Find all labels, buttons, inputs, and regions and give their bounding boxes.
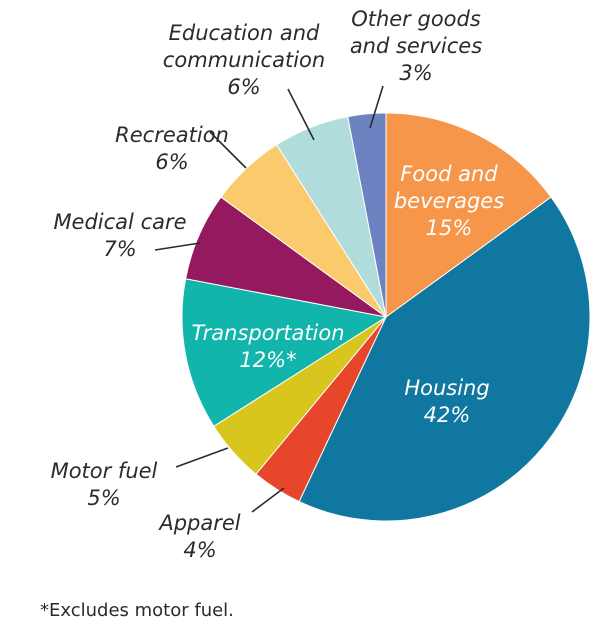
- leader-medical-care: [154, 242, 201, 251]
- slice-name: communication: [163, 48, 325, 72]
- slice-label-medical-care: Medical care 7%: [53, 210, 186, 261]
- slice-name: Education and: [169, 21, 320, 45]
- pie-slice-food-and-beverages: [385, 112, 552, 318]
- slice-name: Food and: [400, 162, 498, 186]
- slice-value: 4%: [183, 538, 216, 562]
- slice-value: 7%: [103, 237, 136, 261]
- slice-label-motor-fuel: Motor fuel 5%: [51, 459, 158, 510]
- leader-lines: [154, 85, 384, 513]
- leader-recreation: [209, 131, 247, 169]
- slice-value: 6%: [227, 75, 260, 99]
- slice-name: Medical care: [53, 210, 186, 234]
- slice-label-apparel: Apparel 4%: [157, 511, 240, 562]
- leader-apparel: [251, 487, 285, 513]
- pie-slice-other-goods-and-services: [347, 112, 387, 318]
- slice-value: 12%*: [239, 348, 296, 372]
- slice-value: 3%: [399, 61, 432, 85]
- slice-name: Transportation: [191, 321, 344, 345]
- slice-name: Apparel: [157, 511, 240, 535]
- slice-label-transportation: Transportation 12%*: [191, 321, 344, 372]
- leader-education: [287, 88, 315, 141]
- slice-name: beverages: [394, 189, 504, 213]
- slice-label-recreation: Recreation 6%: [115, 123, 229, 174]
- leader-other: [369, 85, 384, 129]
- slice-value: 6%: [155, 150, 188, 174]
- slice-name: Motor fuel: [51, 459, 158, 483]
- pie-slice-transportation: [181, 278, 388, 428]
- pie-slice-housing: [298, 196, 591, 522]
- slice-label-education-and-communication: Education and communication 6%: [163, 21, 325, 99]
- slice-value: 5%: [87, 486, 120, 510]
- chart-footnote: *Excludes motor fuel.: [40, 600, 234, 621]
- slice-value: 42%: [424, 403, 471, 427]
- slice-name: and services: [350, 34, 482, 58]
- pie-slices: [181, 112, 591, 522]
- slice-name: Other goods: [351, 7, 481, 31]
- slice-labels: Food and beverages 15% Housing 42% Apparel 4% M…: [51, 7, 505, 562]
- slice-label-housing: Housing 42%: [404, 376, 489, 427]
- leader-motor-fuel: [175, 447, 229, 468]
- slice-label-food-and-beverages: Food and beverages 15%: [394, 162, 504, 240]
- slice-name: Recreation: [115, 123, 229, 147]
- slice-name: Housing: [404, 376, 489, 400]
- slice-value: 15%: [426, 216, 473, 240]
- slice-label-other-goods-and-services: Other goods and services 3%: [350, 7, 482, 85]
